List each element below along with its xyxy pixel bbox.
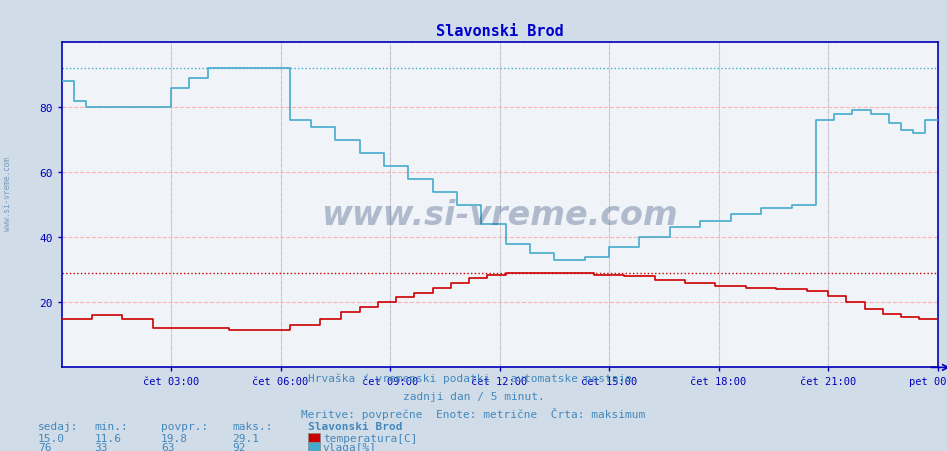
- Text: sedaj:: sedaj:: [38, 421, 79, 431]
- Text: zadnji dan / 5 minut.: zadnji dan / 5 minut.: [402, 391, 545, 401]
- Text: vlaga[%]: vlaga[%]: [323, 442, 377, 451]
- Text: Meritve: povprečne  Enote: metrične  Črta: maksimum: Meritve: povprečne Enote: metrične Črta:…: [301, 407, 646, 419]
- Text: temperatura[C]: temperatura[C]: [323, 433, 418, 443]
- Text: www.si-vreme.com: www.si-vreme.com: [3, 157, 12, 231]
- Text: Slavonski Brod: Slavonski Brod: [308, 421, 402, 431]
- Text: 63: 63: [161, 442, 174, 451]
- Text: 11.6: 11.6: [95, 433, 122, 443]
- Text: 76: 76: [38, 442, 51, 451]
- Title: Slavonski Brod: Slavonski Brod: [436, 24, 563, 39]
- Text: povpr.:: povpr.:: [161, 421, 208, 431]
- Text: 29.1: 29.1: [232, 433, 259, 443]
- Text: 19.8: 19.8: [161, 433, 188, 443]
- Text: www.si-vreme.com: www.si-vreme.com: [321, 198, 678, 231]
- Text: 33: 33: [95, 442, 108, 451]
- Text: min.:: min.:: [95, 421, 129, 431]
- Text: Hrvaška / vremenski podatki - avtomatske postaje.: Hrvaška / vremenski podatki - avtomatske…: [308, 373, 639, 383]
- Text: 15.0: 15.0: [38, 433, 65, 443]
- Text: 92: 92: [232, 442, 245, 451]
- Text: maks.:: maks.:: [232, 421, 273, 431]
